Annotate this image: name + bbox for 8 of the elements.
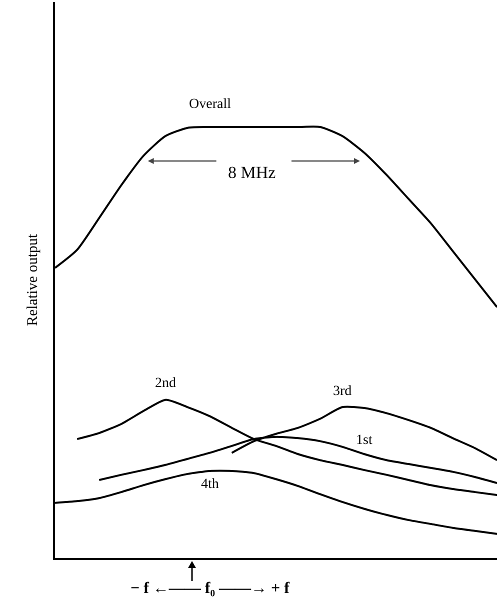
series-label: 1st <box>356 433 372 448</box>
series-label: 3rd <box>333 384 352 399</box>
series-label: Overall <box>189 97 232 112</box>
series-label: 2nd <box>155 376 176 391</box>
annotation: 8 MHz <box>228 163 276 182</box>
x-axis-title: − f ←—— f₀ ——→ + f <box>129 580 291 598</box>
series-label: 4th <box>201 477 219 492</box>
y-axis-title: Relative output <box>24 233 41 326</box>
